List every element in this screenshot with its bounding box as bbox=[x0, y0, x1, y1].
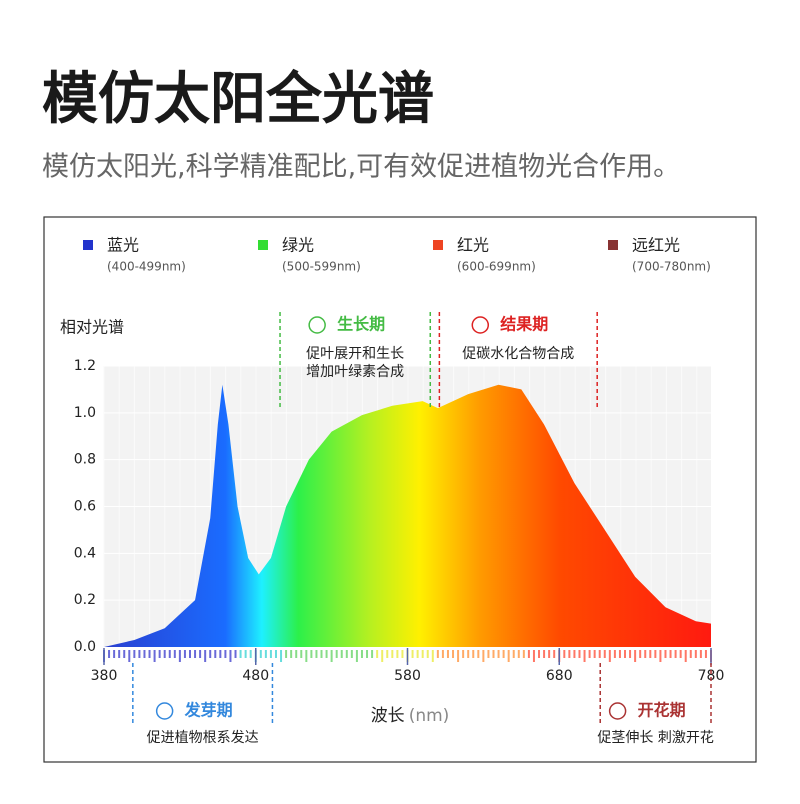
legend-swatch bbox=[258, 240, 268, 250]
legend-label: 绿光 bbox=[282, 236, 314, 255]
y-tick-label: 0.2 bbox=[74, 592, 96, 608]
legend-range: (600-699nm) bbox=[457, 260, 536, 274]
y-tick-label: 1.0 bbox=[74, 405, 96, 421]
legend-range: (500-599nm) bbox=[282, 260, 361, 274]
legend-label: 蓝光 bbox=[107, 236, 139, 255]
legend-swatch bbox=[83, 240, 93, 250]
annotation-icon bbox=[308, 316, 326, 334]
x-axis-name: 波长 bbox=[371, 706, 405, 726]
legend-swatch bbox=[608, 240, 618, 250]
y-tick-label: 0.8 bbox=[74, 452, 96, 468]
y-tick-label: 0.4 bbox=[74, 545, 96, 561]
y-axis-label: 相对光谱 bbox=[60, 318, 124, 337]
x-tick-label: 380 bbox=[91, 668, 118, 684]
annotation-text: 促茎伸长 刺激开花 bbox=[597, 729, 713, 746]
title: 模仿太阳全光谱 bbox=[42, 67, 434, 132]
annotation-title: 结果期 bbox=[499, 315, 548, 334]
annotation-title: 生长期 bbox=[337, 315, 385, 334]
y-tick-label: 0.0 bbox=[74, 639, 96, 655]
annotation-title: 开花期 bbox=[638, 701, 686, 720]
annotation-text: 促叶展开和生长 bbox=[306, 346, 404, 362]
subtitle: 模仿太阳光,科学精准配比,可有效促进植物光合作用。 bbox=[42, 152, 680, 183]
frame bbox=[43, 216, 757, 763]
spectrum-area bbox=[104, 384, 711, 647]
legend-label: 红光 bbox=[457, 236, 489, 255]
annotation-text: 促碳水化合物合成 bbox=[462, 346, 574, 362]
legend-range: (700-780nm) bbox=[632, 260, 711, 274]
annotation-icon bbox=[155, 702, 174, 720]
legend-label: 远红光 bbox=[632, 236, 680, 255]
x-tick-label: 580 bbox=[394, 668, 421, 684]
annotation-icon bbox=[608, 702, 627, 720]
y-tick-label: 1.2 bbox=[74, 358, 96, 374]
annotation-title: 发芽期 bbox=[184, 701, 233, 720]
x-tick-label: 480 bbox=[242, 668, 269, 684]
annotation-text: 增加叶绿素合成 bbox=[306, 364, 404, 380]
legend-range: (400-499nm) bbox=[107, 260, 186, 274]
annotation-icon bbox=[471, 316, 490, 334]
y-tick-label: 0.6 bbox=[74, 499, 96, 515]
x-axis-label: 波长 (nm) bbox=[371, 706, 450, 726]
legend-swatch bbox=[433, 240, 443, 250]
x-axis-unit: (nm) bbox=[409, 706, 450, 726]
annotation-text: 促进植物根系发达 bbox=[147, 730, 259, 746]
x-tick-label: 780 bbox=[698, 668, 725, 684]
x-tick-label: 680 bbox=[546, 668, 573, 684]
